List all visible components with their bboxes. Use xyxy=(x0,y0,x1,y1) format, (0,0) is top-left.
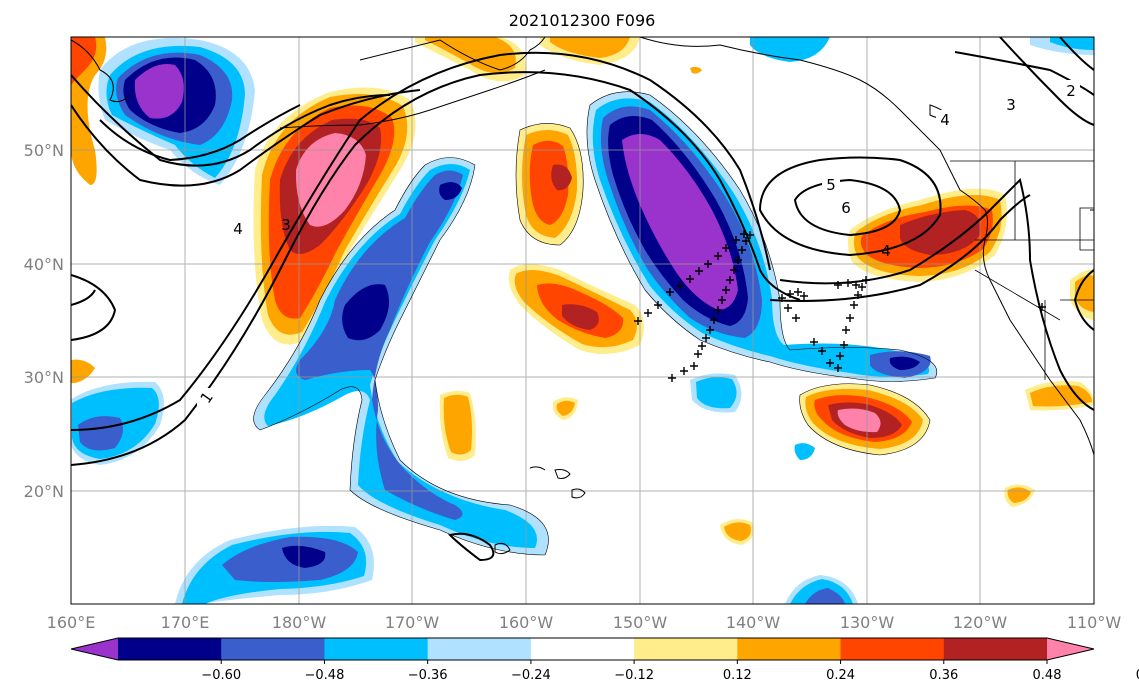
colorbar-tick-label: −0.36 xyxy=(408,668,448,683)
anomaly-positive-mid xyxy=(508,264,644,354)
lat-label: 40°N xyxy=(24,255,64,274)
lat-label: 50°N xyxy=(24,141,64,160)
colorbar-segment xyxy=(324,638,429,660)
latitude-labels: 20°N 30°N 40°N 50°N xyxy=(24,141,64,501)
colorbar-extend-high xyxy=(1047,638,1094,660)
colorbar-segment xyxy=(530,638,635,660)
colorbar-tick-label: 0.48 xyxy=(1033,668,1062,683)
colorbar-tick-label: 0.12 xyxy=(723,668,752,683)
contour-label: 5 xyxy=(826,176,836,194)
colorbar: −0.60 −0.48 −0.36 −0.24 −0.12 0.12 0.24 0.36 0.4… xyxy=(70,637,1139,683)
map-area xyxy=(71,37,1094,604)
lon-label: 160°W xyxy=(499,613,554,632)
contour-label: 6 xyxy=(841,199,851,217)
colorbar-tick-label: 0.24 xyxy=(826,668,855,683)
lon-label: 170°E xyxy=(161,613,210,632)
anomaly-negative-kamchatka xyxy=(98,38,255,185)
contour-labels: 1 2 3 3 4 4 4 5 6 xyxy=(197,80,1080,407)
lon-label: 160°E xyxy=(47,613,96,632)
colorbar-extend-low xyxy=(71,638,118,660)
colorbar-outline xyxy=(70,637,1095,661)
contour-label: 3 xyxy=(1006,96,1016,114)
colorbar-tick-label: −0.24 xyxy=(511,668,551,683)
colorbar-segment xyxy=(221,638,325,660)
lon-label: 140°W xyxy=(726,613,781,632)
political-borders xyxy=(950,160,1094,380)
lat-label: 30°N xyxy=(24,368,64,387)
map-frame xyxy=(70,36,1095,605)
lon-label: 110°W xyxy=(1067,613,1122,632)
anomaly-negative-streak xyxy=(253,157,549,555)
lat-label: 20°N xyxy=(24,482,64,501)
contour-label: 4 xyxy=(940,111,950,129)
colorbar-segment xyxy=(427,638,532,660)
contour-label: 3 xyxy=(281,216,291,234)
colorbar-segment xyxy=(943,638,1048,660)
colorbar-tick-label: 0.36 xyxy=(929,668,958,683)
lon-label: 120°W xyxy=(953,613,1008,632)
colorbar-tick-label: −0.48 xyxy=(305,668,345,683)
colorbar-segment xyxy=(118,638,222,660)
colorbar-segment xyxy=(737,638,842,660)
graticule xyxy=(71,37,1094,604)
lon-label: 150°W xyxy=(613,613,668,632)
anomaly-positive-subtropical xyxy=(799,383,930,455)
lon-label: 170°W xyxy=(385,613,440,632)
lon-label: 180°W xyxy=(272,613,327,632)
contour-lines xyxy=(71,37,1094,562)
significance-markers xyxy=(634,230,1046,382)
coastlines xyxy=(71,37,1094,555)
colorbar-segment xyxy=(634,638,738,660)
thin-contour-outlines xyxy=(253,91,937,556)
anomaly-positive-dateline xyxy=(253,87,416,345)
figure-title: 2021012300 F096 xyxy=(509,11,656,30)
colorbar-tick-label: −0.60 xyxy=(201,668,241,683)
colorbar-tick-label: 0.60 xyxy=(1136,668,1139,683)
lon-label: 130°W xyxy=(840,613,895,632)
colorbar-tick-label: −0.12 xyxy=(614,668,654,683)
contour-label: 4 xyxy=(233,220,243,238)
anomaly-small-features xyxy=(71,37,1094,604)
anomaly-positive-central xyxy=(516,123,584,245)
contour-label: 4 xyxy=(881,242,891,260)
colorbar-segment xyxy=(840,638,945,660)
longitude-labels: 160°E 170°E 180°W 170°W 160°W 150°W 140°… xyxy=(47,613,1122,632)
contour-label: 2 xyxy=(1066,82,1076,100)
